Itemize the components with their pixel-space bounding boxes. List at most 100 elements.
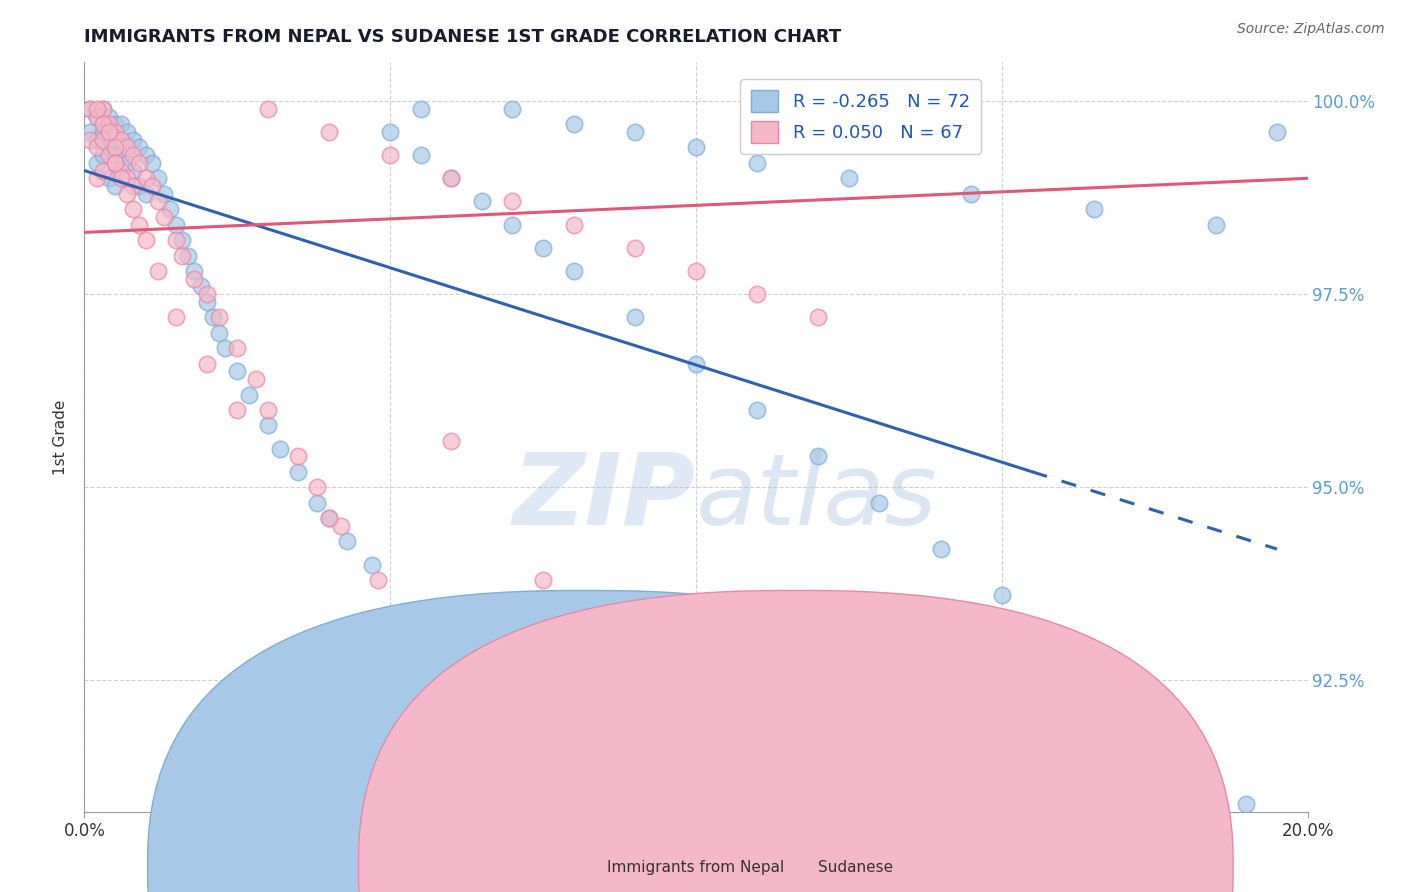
Point (177, 248, 200, 262)
Point (146, 194, 169, 209)
Point (1236, 797, 1258, 811)
Point (685, 357, 707, 371)
Point (440, 171, 463, 186)
Point (172, 233, 194, 247)
Point (208, 326, 231, 340)
Point (960, 186, 983, 201)
Point (79, 102, 101, 116)
Point (245, 372, 267, 386)
Point (159, 202, 181, 217)
Point (153, 210, 176, 224)
Point (562, 264, 585, 278)
Point (91, 102, 114, 116)
Point (287, 465, 309, 479)
Point (91, 102, 114, 116)
Point (214, 341, 236, 355)
Point (86, 156, 108, 170)
Point (624, 125, 647, 139)
Point (330, 519, 353, 533)
Point (869, 496, 891, 510)
Point (91, 163, 114, 178)
Point (257, 418, 280, 433)
Point (115, 156, 138, 170)
Point (502, 102, 524, 116)
Point (91, 117, 114, 131)
Point (86, 140, 108, 154)
Point (153, 186, 176, 201)
Point (562, 117, 585, 131)
Point (648, 673, 671, 688)
Point (104, 117, 127, 131)
Point (318, 511, 340, 525)
Point (104, 179, 127, 194)
Point (502, 194, 524, 209)
Text: IMMIGRANTS FROM NEPAL VS SUDANESE 1ST GRADE CORRELATION CHART: IMMIGRANTS FROM NEPAL VS SUDANESE 1ST GR… (84, 28, 842, 45)
Point (624, 310, 647, 325)
Point (79, 102, 101, 116)
Point (991, 589, 1014, 603)
Point (195, 287, 218, 301)
Legend: R = -0.265   N = 72, R = 0.050   N = 67: R = -0.265 N = 72, R = 0.050 N = 67 (740, 79, 980, 153)
Point (128, 156, 150, 170)
Point (122, 202, 145, 217)
Point (110, 148, 132, 162)
Point (104, 125, 127, 139)
Point (135, 148, 157, 162)
Point (201, 310, 224, 325)
Point (513, 727, 536, 741)
Point (141, 156, 163, 170)
Point (141, 179, 163, 194)
Point (257, 102, 280, 116)
Point (195, 357, 218, 371)
Point (122, 148, 145, 162)
Point (115, 140, 138, 154)
Point (86, 110, 108, 124)
Point (97, 117, 120, 131)
Point (183, 264, 205, 278)
Text: Immigrants from Nepal: Immigrants from Nepal (607, 860, 785, 874)
Point (135, 233, 157, 247)
Point (685, 264, 707, 278)
Point (562, 218, 585, 232)
Point (97, 140, 120, 154)
Point (104, 140, 127, 154)
Point (238, 387, 260, 401)
Point (110, 133, 132, 147)
Point (624, 241, 647, 255)
Point (269, 442, 291, 456)
Point (807, 310, 830, 325)
Point (747, 156, 769, 170)
Point (128, 218, 150, 232)
Point (575, 773, 598, 788)
Point (115, 186, 138, 201)
Point (115, 171, 138, 186)
Point (287, 450, 309, 464)
Point (97, 148, 120, 162)
Point (115, 125, 138, 139)
Y-axis label: 1st Grade: 1st Grade (53, 400, 69, 475)
Point (471, 194, 494, 209)
Point (226, 364, 249, 378)
Point (122, 133, 145, 147)
Point (531, 573, 554, 587)
Point (1205, 218, 1227, 232)
Point (1083, 202, 1105, 217)
Point (91, 133, 114, 147)
Point (305, 480, 328, 494)
Point (91, 125, 114, 139)
Point (195, 294, 218, 309)
Point (257, 403, 280, 417)
Point (128, 179, 150, 194)
Point (172, 248, 194, 262)
Point (135, 171, 157, 186)
Point (685, 140, 707, 154)
Point (318, 511, 340, 525)
Point (531, 241, 554, 255)
Point (146, 264, 169, 278)
Point (747, 403, 769, 417)
Point (226, 403, 249, 417)
Point (409, 102, 432, 116)
Point (79, 125, 101, 139)
Point (128, 140, 150, 154)
Point (165, 310, 187, 325)
